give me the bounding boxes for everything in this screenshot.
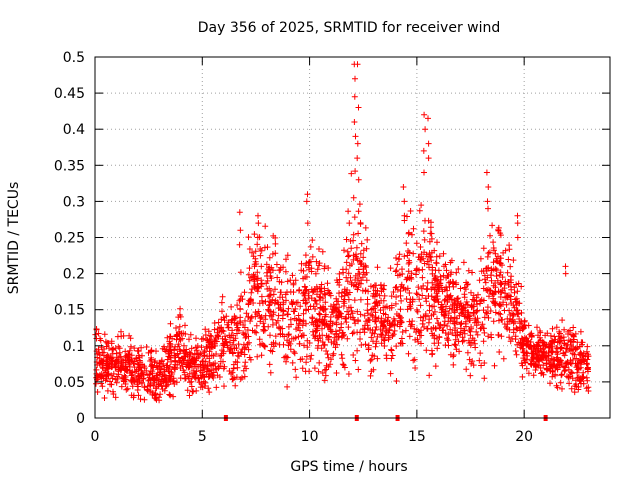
y-tick-label: 0.4	[63, 122, 85, 138]
y-tick-label: 0.45	[54, 86, 85, 102]
x-tick-label: 20	[515, 429, 533, 445]
x-tick-label: 5	[198, 429, 207, 445]
y-axis-label: SRMTID / TECUs	[6, 182, 22, 295]
y-tick-label: 0.05	[54, 375, 85, 391]
y-tick-label: 0.3	[63, 194, 85, 210]
x-tick-labels: 0 5 10 15 20	[91, 429, 534, 445]
y-tick-label: 0.35	[54, 158, 85, 174]
y-tick-label: 0	[76, 411, 85, 427]
chart-title: Day 356 of 2025, SRMTID for receiver win…	[198, 20, 501, 36]
scatter-markers	[92, 61, 592, 404]
y-tick-label: 0.5	[63, 50, 85, 66]
x-axis-label: GPS time / hours	[290, 459, 407, 475]
y-tick-label: 0.25	[54, 231, 85, 247]
x-tick-label: 15	[408, 429, 426, 445]
y-tick-labels: 0 0.05 0.1 0.15 0.2 0.25 0.3 0.35 0.4 0.45 0.5	[54, 50, 85, 427]
x-tick-label: 0	[91, 429, 100, 445]
y-tick-label: 0.15	[54, 303, 85, 319]
x-tick-label: 10	[301, 429, 319, 445]
data-points	[92, 61, 592, 404]
y-tick-label: 0.1	[63, 339, 85, 355]
y-tick-label: 0.2	[63, 267, 85, 283]
axis-ticks	[94, 56, 610, 419]
